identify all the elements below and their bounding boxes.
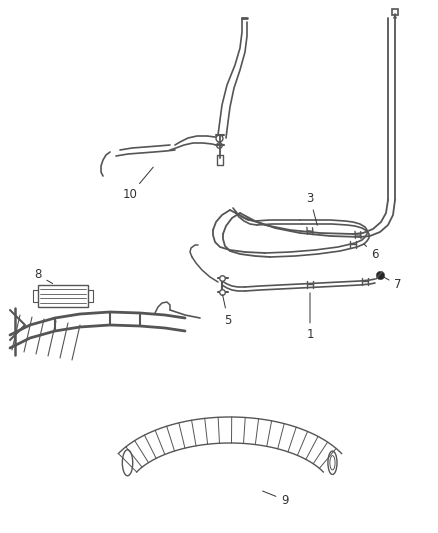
Bar <box>38 285 88 307</box>
Text: 8: 8 <box>34 269 53 284</box>
Text: 7: 7 <box>382 276 402 292</box>
Text: 9: 9 <box>262 491 289 506</box>
Text: 10: 10 <box>123 167 153 201</box>
Text: 3: 3 <box>306 191 317 225</box>
Text: 5: 5 <box>223 295 232 327</box>
Text: 6: 6 <box>364 244 379 262</box>
Text: 1: 1 <box>306 293 314 342</box>
